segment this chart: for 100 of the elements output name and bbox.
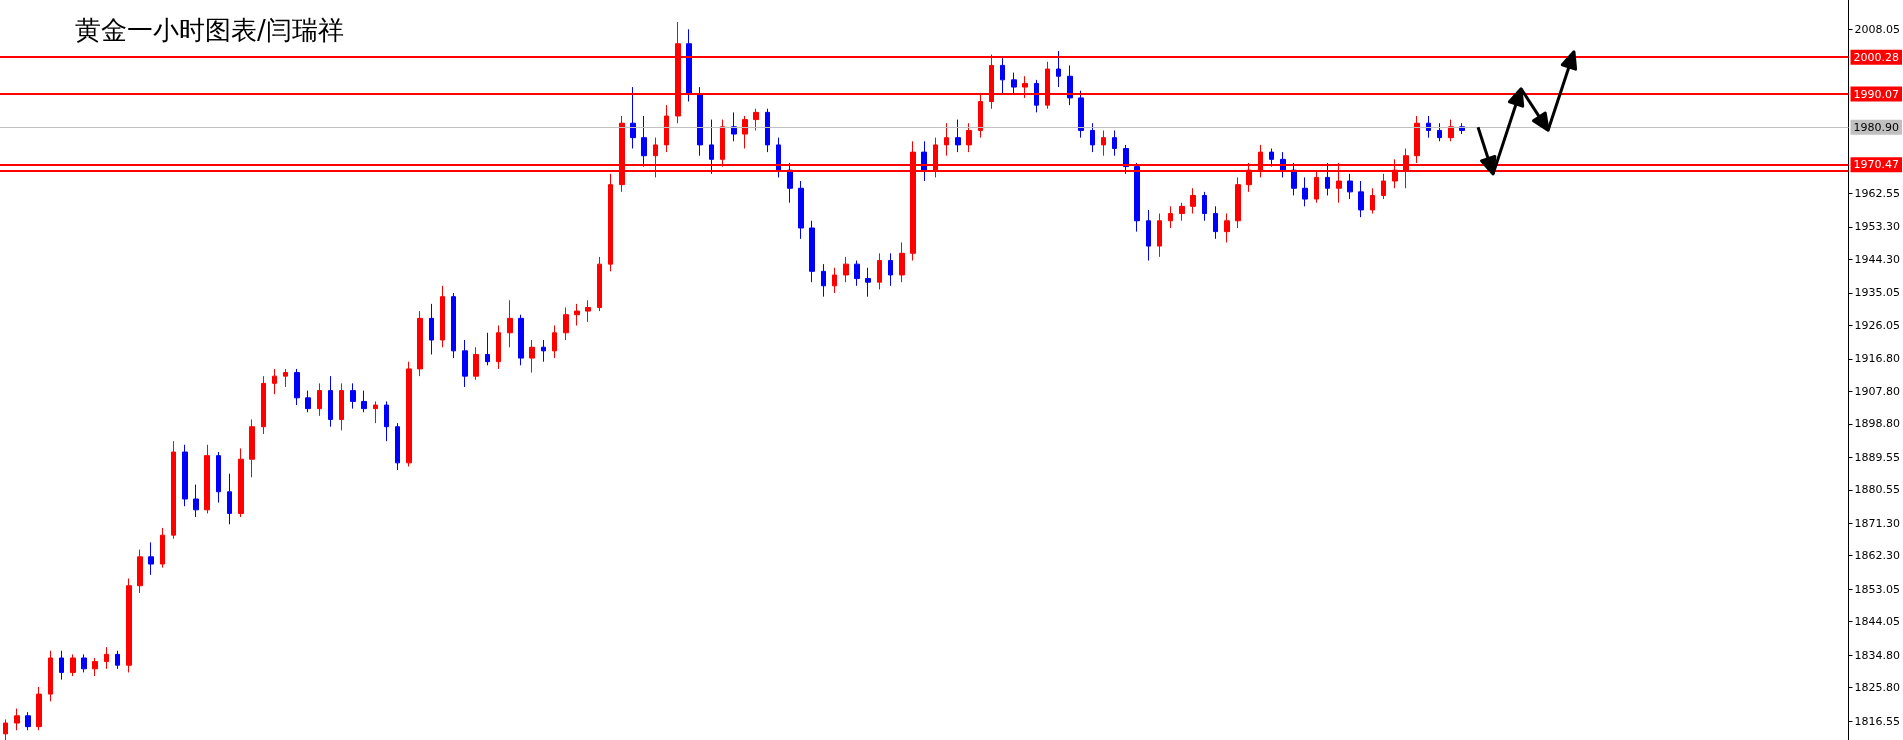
candlestick [798,180,804,240]
candlestick [395,422,400,471]
candlestick [787,162,793,204]
candlestick [81,653,87,673]
y-tick-label: 1862.30 [1854,549,1901,563]
candlestick [3,718,8,740]
y-tick-label: 1916.80 [1854,352,1901,366]
candlestick [1370,187,1375,215]
y-tick-label: 2008.05 [1854,22,1901,36]
candlestick [877,252,882,290]
candlestick [888,252,893,287]
y-tick-label: 1844.05 [1854,615,1901,629]
candlestick [585,299,591,323]
candlestick [529,339,535,374]
candlestick [709,119,714,175]
candlestick [518,314,524,366]
candlestick [1101,129,1106,157]
candlestick [294,368,300,406]
candlestick [249,419,255,478]
candlestick [48,650,53,702]
candlestick [1213,205,1218,240]
candlestick [14,708,20,731]
candlestick [1011,72,1017,95]
candlestick [1146,209,1151,262]
ref-line-label: 1990.07 [1853,87,1900,101]
candlestick [1202,191,1207,222]
candlestick [473,346,479,381]
candlestick [350,382,356,410]
candlestick [1190,187,1196,215]
candlestick [955,119,961,153]
candlestick [361,390,367,413]
candlestick [1168,205,1173,229]
y-tick-label: 1953.30 [1854,220,1901,234]
candlestick [1381,173,1386,200]
candlestick [373,400,378,424]
candlestick [261,375,266,435]
candlestick [1034,79,1039,113]
candlestick [552,325,557,359]
candlestick [1067,64,1073,106]
candlestick [1179,202,1185,222]
candlestick [1123,144,1129,175]
y-tick-label: 1816.55 [1854,714,1901,728]
candlestick [966,122,972,153]
text: 黄金一小时图表/闫瑞祥 [75,15,344,45]
candlestick [1437,122,1442,142]
candlestick [854,260,860,287]
candlestick [1112,129,1117,157]
candlestick [944,122,949,157]
candlestick [104,646,109,670]
candlestick [742,115,748,150]
candlestick [731,111,737,142]
ref-line-label: 2000.28 [1853,50,1900,64]
candlestick [216,451,221,504]
y-tick-label: 1926.05 [1854,318,1901,332]
candlestick [697,86,703,157]
candlestick [429,303,434,355]
candlestick [597,256,602,312]
candlestick [1358,180,1364,218]
candlestick [765,108,770,153]
y-tick-label: 1935.05 [1854,286,1901,300]
candlestick [1134,162,1140,233]
candlestick [821,263,826,298]
candlestick [574,303,580,327]
candlestick [664,104,669,153]
candlestick [753,108,759,131]
candlestick [339,382,344,431]
candlestick [137,549,143,594]
candlestick [204,444,210,514]
y-tick-label: 1871.30 [1854,516,1901,530]
candlestick [843,256,849,283]
candlestick [193,484,199,518]
candlestick [1347,173,1353,200]
candlestick [417,310,423,377]
candlestick [865,267,871,298]
candlestick [496,325,501,370]
y-tick-label: 1907.80 [1854,384,1901,398]
candlestick [1325,162,1330,196]
candlestick [686,28,692,103]
candlestick [148,541,154,576]
candlestick [1302,176,1308,207]
candlestick [1090,122,1095,153]
candlestick [70,653,76,677]
candlestick [328,375,333,428]
candlestick [451,292,456,359]
candlestick [1157,213,1162,258]
candlestick [115,650,120,670]
candlestick [462,339,468,388]
candlestick [238,447,244,518]
candlestick [272,368,277,395]
candlestick [608,173,613,272]
y-tick-label: 1853.05 [1854,582,1901,596]
candlestick [1000,57,1005,95]
candlestick [1291,162,1297,196]
candlestick [832,267,837,294]
candlestick [92,657,98,677]
y-tick-label: 1834.80 [1854,648,1901,662]
candlestick [36,686,42,731]
candlestick [485,332,490,366]
candlestick [899,241,905,283]
ref-line-label: 1970.47 [1853,158,1900,172]
